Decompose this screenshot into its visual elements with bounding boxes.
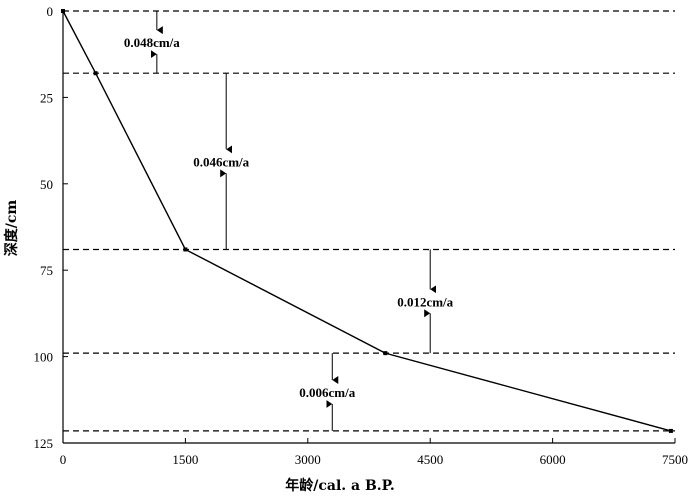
x-tick-label: 1500 — [172, 452, 198, 467]
axes: 0 1500 3000 4500 6000 7500 0 25 50 75 100 125 — [34, 4, 689, 467]
rate-annotation: 0.006cm/a — [299, 353, 356, 431]
y-tick-label: 50 — [40, 177, 53, 192]
y-tick-label: 25 — [40, 90, 53, 105]
x-tick-label: 3000 — [295, 452, 321, 467]
x-tick-label: 4500 — [417, 452, 443, 467]
x-tick-label: 0 — [60, 452, 67, 467]
rate-annotation: 0.048cm/a — [124, 11, 180, 74]
data-point — [668, 428, 673, 433]
data-point — [183, 247, 188, 252]
boundary-lines — [63, 10, 675, 432]
rate-label: 0.048cm/a — [124, 35, 180, 50]
y-tick-label: 100 — [34, 350, 54, 365]
y-tick-label: 75 — [40, 263, 53, 278]
x-tick-label: 7500 — [662, 452, 688, 467]
y-axis-title: 深度/cm — [3, 200, 20, 257]
y-tick-label: 0 — [47, 4, 54, 19]
rate-annotations: 0.048cm/a 0.046cm/a 0.012cm/a 0.006cm/a — [124, 11, 454, 431]
depth-age-line — [62, 10, 672, 432]
x-axis-title: 年龄/cal. a B.P. — [285, 477, 395, 494]
rate-label: 0.046cm/a — [193, 154, 249, 169]
rate-label: 0.012cm/a — [397, 294, 453, 309]
rate-annotation: 0.046cm/a — [193, 73, 250, 250]
x-tick-label: 6000 — [540, 452, 566, 467]
series-group — [61, 9, 673, 433]
rate-label: 0.006cm/a — [299, 385, 355, 400]
rate-annotation: 0.012cm/a — [397, 249, 454, 354]
y-tick-label: 125 — [34, 436, 54, 451]
data-point — [93, 71, 98, 76]
data-point — [383, 351, 388, 356]
